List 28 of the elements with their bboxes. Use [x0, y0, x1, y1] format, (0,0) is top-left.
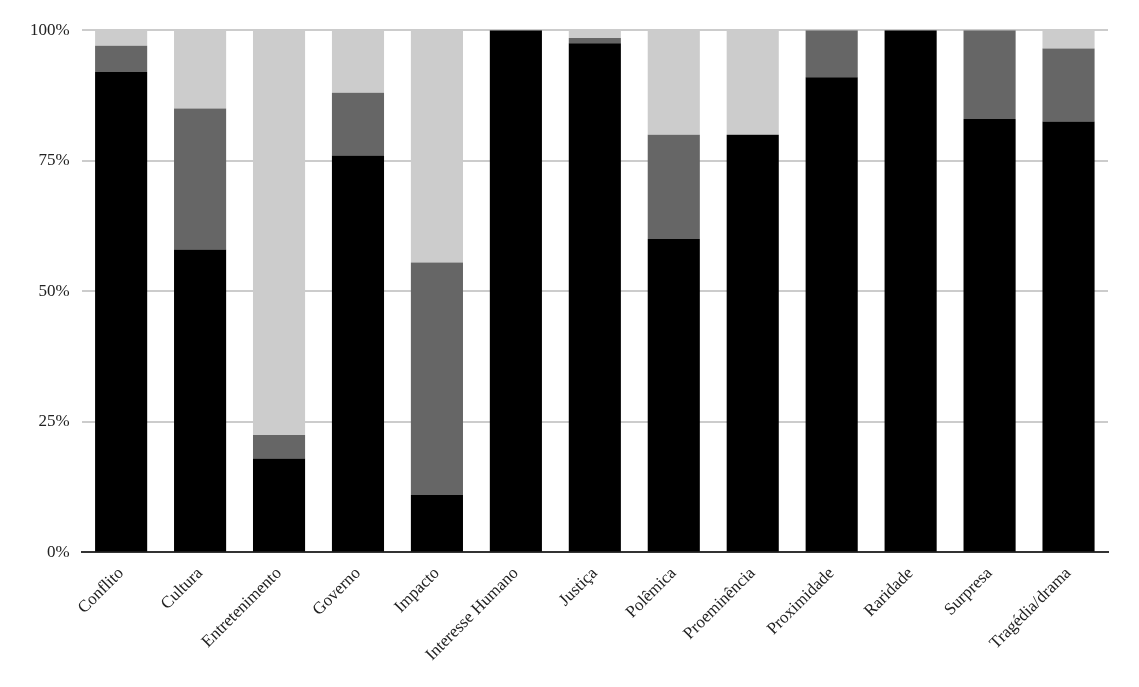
bar [331, 92, 385, 156]
y-tick-label: 0% [46, 541, 70, 561]
bar [252, 458, 306, 552]
bar [410, 262, 463, 496]
bar [489, 30, 542, 552]
bar [95, 45, 148, 72]
bar [1042, 121, 1095, 552]
bar [726, 134, 779, 552]
bar [174, 108, 227, 250]
y-tick-label: 50% [38, 280, 70, 300]
bar [410, 495, 463, 552]
bar [647, 239, 700, 552]
bar [95, 71, 148, 552]
bar [963, 30, 1016, 119]
bar [331, 155, 385, 552]
bar [805, 77, 858, 552]
bar [805, 30, 858, 78]
bar [174, 249, 227, 552]
bar [252, 434, 306, 459]
bar [568, 43, 621, 552]
bar [884, 30, 937, 552]
y-tick-label: 75% [38, 150, 70, 170]
bar [1042, 48, 1095, 122]
bar [963, 118, 1016, 552]
y-tick-label: 25% [38, 411, 70, 431]
bar [568, 38, 621, 44]
bar [647, 134, 700, 240]
y-tick-label: 100% [29, 19, 70, 39]
